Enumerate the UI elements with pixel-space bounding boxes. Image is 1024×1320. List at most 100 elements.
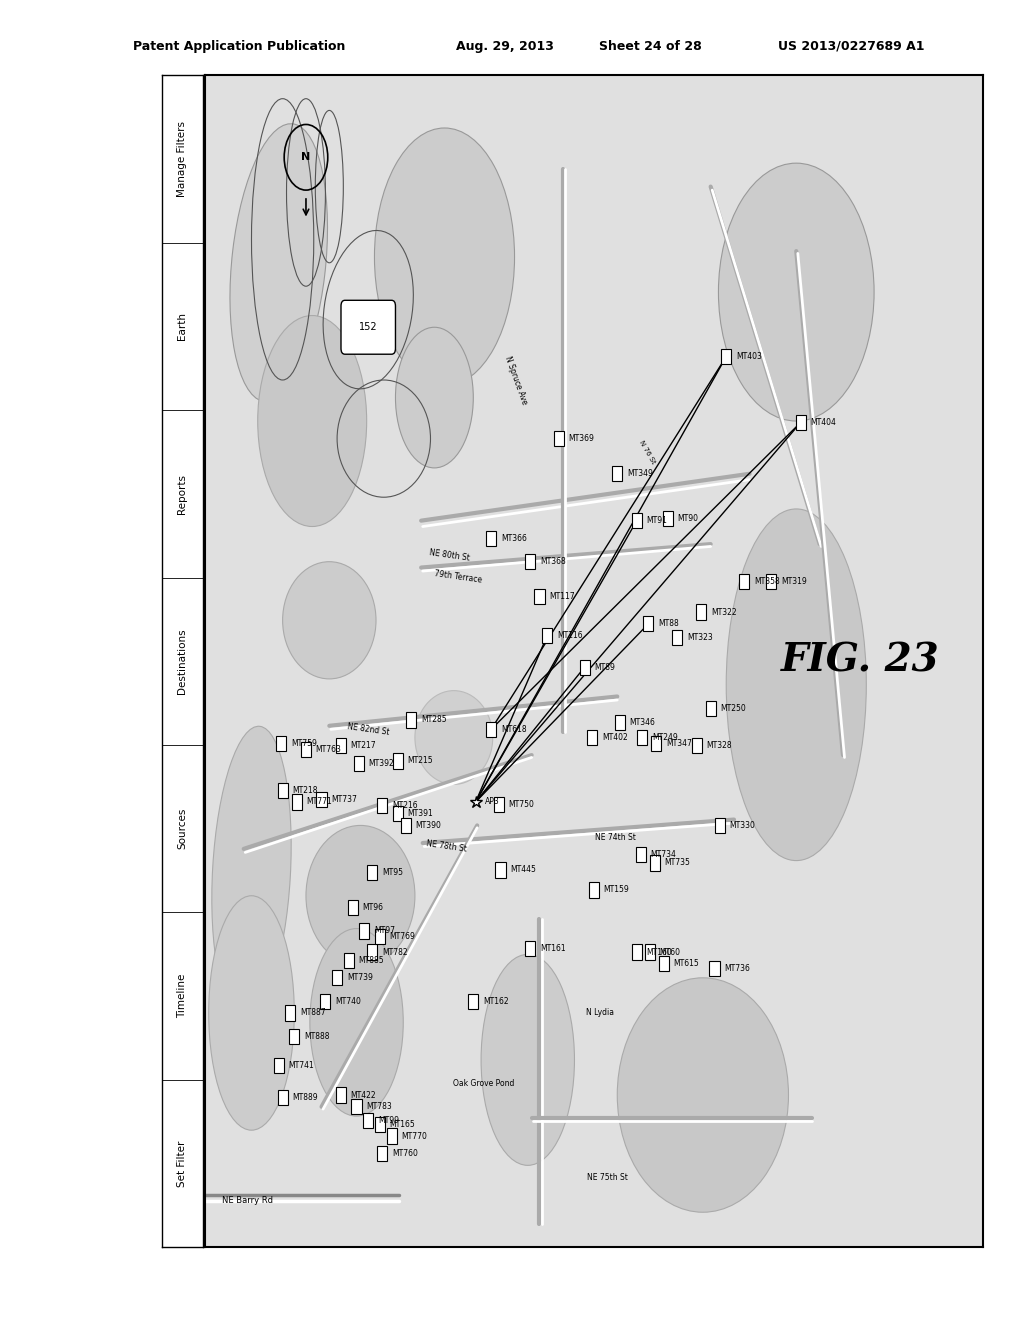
Bar	[289, 1028, 299, 1044]
Text: MT737: MT737	[332, 795, 357, 804]
Bar	[696, 605, 707, 619]
Bar	[316, 792, 327, 808]
Text: MT161: MT161	[540, 944, 565, 953]
Text: MT783: MT783	[367, 1102, 392, 1111]
Ellipse shape	[719, 164, 874, 421]
Text: MT60: MT60	[659, 948, 681, 957]
Ellipse shape	[283, 562, 376, 678]
Text: US 2013/0227689 A1: US 2013/0227689 A1	[778, 40, 925, 53]
Text: Reports: Reports	[177, 474, 187, 513]
Bar	[535, 589, 545, 605]
Text: MT887: MT887	[300, 1008, 326, 1018]
Text: MT771: MT771	[306, 797, 332, 807]
Text: Earth: Earth	[177, 313, 187, 341]
Ellipse shape	[395, 327, 473, 467]
Bar	[406, 713, 416, 727]
Text: MT159: MT159	[603, 886, 630, 895]
Text: MT88: MT88	[658, 619, 679, 628]
Text: NE 78th St: NE 78th St	[425, 840, 467, 854]
Bar	[386, 1129, 396, 1143]
Bar	[332, 970, 342, 986]
Bar	[292, 795, 302, 809]
Text: MT96: MT96	[362, 903, 383, 912]
Bar	[486, 722, 497, 737]
Text: N Spruce Ave: N Spruce Ave	[503, 355, 529, 405]
Bar	[278, 783, 288, 797]
Text: MT89: MT89	[594, 663, 615, 672]
Text: MT90: MT90	[678, 513, 698, 523]
Text: MT369: MT369	[568, 434, 595, 444]
Text: 79th Terrace: 79th Terrace	[433, 569, 482, 585]
Bar	[375, 929, 385, 944]
Text: MT750: MT750	[509, 800, 535, 809]
Bar	[649, 855, 659, 871]
Text: AP3: AP3	[485, 797, 500, 807]
Text: MT366: MT366	[501, 533, 526, 543]
Bar	[377, 1146, 387, 1162]
Bar	[286, 1006, 296, 1020]
Bar	[739, 574, 750, 589]
Text: MT349: MT349	[627, 470, 653, 478]
Bar	[278, 1090, 288, 1105]
Ellipse shape	[230, 124, 328, 401]
Text: N: N	[301, 152, 310, 162]
Text: Destinations: Destinations	[177, 628, 187, 694]
Text: NE Barry Rd: NE Barry Rd	[222, 1196, 273, 1205]
Bar	[494, 797, 504, 812]
Bar	[347, 900, 357, 915]
Bar	[359, 923, 370, 939]
Text: MT368: MT368	[540, 557, 565, 566]
Text: MT885: MT885	[358, 956, 384, 965]
Text: MT358: MT358	[754, 577, 779, 586]
Text: MT763: MT763	[315, 744, 342, 754]
Text: MT889: MT889	[293, 1093, 318, 1102]
Bar	[367, 865, 377, 880]
Bar	[580, 660, 590, 675]
Text: MT445: MT445	[510, 866, 537, 874]
Text: MT782: MT782	[382, 948, 408, 957]
Bar	[542, 628, 552, 643]
Ellipse shape	[481, 954, 574, 1166]
Text: MT91: MT91	[646, 516, 668, 525]
Text: MT216: MT216	[392, 801, 418, 810]
Text: 152: 152	[359, 322, 378, 333]
Text: Manage Filters: Manage Filters	[177, 121, 187, 197]
Text: MT391: MT391	[408, 809, 433, 818]
Ellipse shape	[617, 978, 788, 1212]
Bar	[589, 882, 599, 898]
Text: MT346: MT346	[630, 718, 655, 727]
Text: MT97: MT97	[374, 927, 395, 936]
Bar	[710, 961, 720, 975]
Text: MT218: MT218	[293, 785, 317, 795]
Text: MT390: MT390	[416, 821, 441, 830]
Ellipse shape	[258, 315, 367, 527]
Ellipse shape	[212, 726, 291, 1018]
Bar	[645, 944, 655, 960]
Bar	[351, 1100, 361, 1114]
Bar	[614, 714, 625, 730]
Bar	[364, 1113, 374, 1129]
Bar	[721, 348, 731, 364]
Text: MT99: MT99	[378, 1117, 399, 1126]
FancyBboxPatch shape	[341, 300, 395, 354]
Bar	[301, 742, 311, 756]
Bar	[706, 701, 716, 715]
Bar	[554, 432, 564, 446]
Text: NE 80th St: NE 80th St	[429, 549, 471, 564]
Text: Timeline: Timeline	[177, 974, 187, 1019]
Bar	[643, 616, 653, 631]
Bar	[393, 807, 402, 821]
Text: MT422: MT422	[350, 1090, 377, 1100]
Bar	[672, 630, 682, 645]
Bar	[336, 1088, 346, 1102]
Text: MT759: MT759	[291, 739, 316, 748]
Text: MT615: MT615	[674, 960, 699, 969]
Text: MT888: MT888	[304, 1032, 330, 1041]
Text: MT165: MT165	[390, 1119, 416, 1129]
Bar	[658, 956, 669, 972]
Text: MT95: MT95	[382, 867, 402, 876]
Text: Patent Application Publication: Patent Application Publication	[133, 40, 345, 53]
Bar	[588, 730, 597, 744]
Bar	[367, 944, 377, 960]
Text: NE 82nd St: NE 82nd St	[346, 722, 390, 737]
